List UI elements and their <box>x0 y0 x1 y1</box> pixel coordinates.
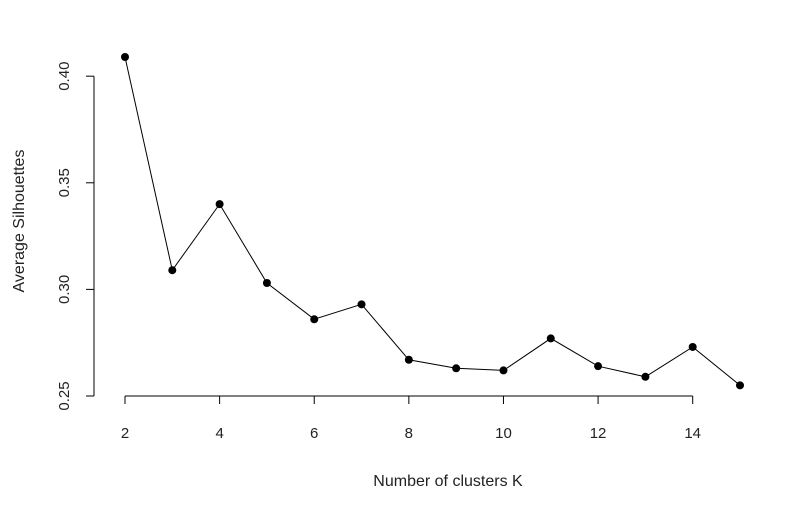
data-point <box>168 266 177 275</box>
y-axis: 0.25 0.30 0.35 0.40 <box>56 62 95 411</box>
data-point <box>262 279 271 287</box>
data-point <box>546 334 555 343</box>
y-tick-label: 0.35 <box>56 168 73 197</box>
y-tick-label: 0.25 <box>56 381 73 410</box>
plot-area <box>121 53 744 390</box>
y-tick-label: 0.30 <box>56 275 73 304</box>
x-axis-title: Number of clusters K <box>373 473 523 490</box>
x-tick-label: 14 <box>684 425 701 442</box>
data-point <box>452 364 461 373</box>
data-point <box>499 366 508 375</box>
x-axis: 2 4 6 8 10 12 14 <box>121 395 701 442</box>
data-point <box>404 355 413 364</box>
x-tick-label: 6 <box>310 425 318 442</box>
data-point <box>641 372 650 381</box>
x-tick-label: 4 <box>215 425 223 442</box>
x-tick-label: 8 <box>405 425 413 442</box>
data-point <box>357 300 366 309</box>
data-point <box>215 200 224 209</box>
y-axis-title: Average Silhouettes <box>11 150 28 293</box>
x-tick-label: 2 <box>121 425 129 442</box>
series-line <box>124 56 741 386</box>
data-point <box>310 315 319 324</box>
x-tick-label: 12 <box>590 425 607 442</box>
data-point <box>736 381 744 390</box>
data-point <box>121 53 129 61</box>
data-point <box>688 342 697 351</box>
x-tick-label: 10 <box>495 425 512 442</box>
y-tick-label: 0.40 <box>56 62 73 91</box>
data-point <box>594 362 603 371</box>
